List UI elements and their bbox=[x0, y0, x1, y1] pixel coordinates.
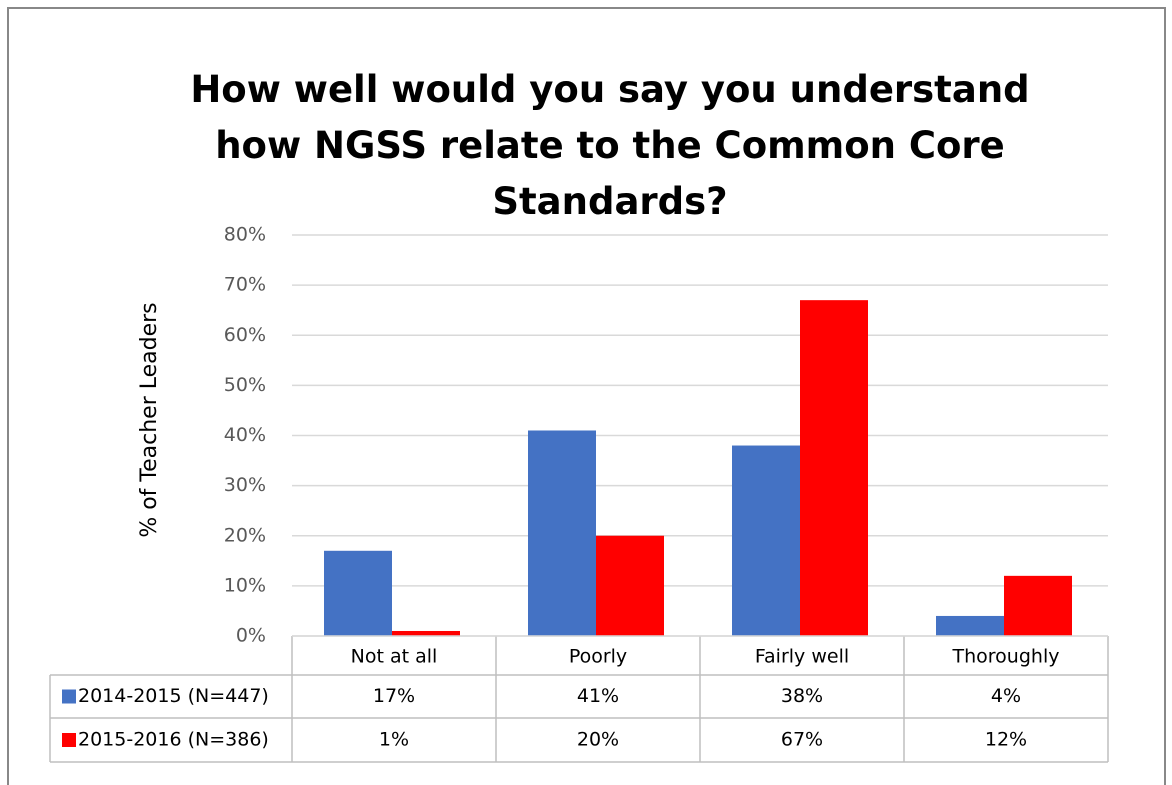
legend-label: 2014-2015 (N=447) bbox=[78, 685, 269, 707]
bar bbox=[596, 535, 664, 636]
table-value: 4% bbox=[991, 685, 1021, 707]
legend-label: 2015-2016 (N=386) bbox=[78, 729, 269, 751]
y-tick-label: 30% bbox=[224, 474, 266, 496]
bar bbox=[528, 430, 596, 636]
table-value: 67% bbox=[781, 729, 823, 751]
y-tick-label: 0% bbox=[236, 625, 266, 647]
y-axis-label: % of Teacher Leaders bbox=[137, 302, 162, 537]
bar bbox=[1004, 575, 1072, 636]
y-tick-label: 20% bbox=[224, 524, 266, 546]
y-tick-label: 50% bbox=[224, 374, 266, 396]
y-tick-label: 10% bbox=[224, 574, 266, 596]
x-tick-label: Fairly well bbox=[755, 646, 849, 668]
x-tick-label: Not at all bbox=[351, 646, 438, 668]
bar bbox=[800, 300, 868, 636]
y-tick-label: 60% bbox=[224, 324, 266, 346]
y-tick-label: 40% bbox=[224, 424, 266, 446]
bar bbox=[936, 615, 1004, 636]
legend-swatch bbox=[62, 689, 76, 704]
table-value: 41% bbox=[577, 685, 619, 707]
x-tick-label: Thoroughly bbox=[952, 646, 1060, 668]
y-tick-label: 70% bbox=[224, 274, 266, 296]
table-value: 20% bbox=[577, 729, 619, 751]
table-value: 12% bbox=[985, 729, 1027, 751]
bar bbox=[392, 630, 460, 636]
x-tick-label: Poorly bbox=[569, 646, 627, 668]
table-value: 1% bbox=[379, 729, 409, 751]
bar bbox=[732, 445, 800, 636]
y-tick-label: 80% bbox=[224, 224, 266, 246]
frame-border bbox=[7, 7, 1166, 785]
chart-title: How well would you say you understand ho… bbox=[190, 68, 1030, 223]
bar bbox=[324, 550, 392, 636]
table-value: 38% bbox=[781, 685, 823, 707]
table-value: 17% bbox=[373, 685, 415, 707]
legend-swatch bbox=[62, 733, 76, 747]
